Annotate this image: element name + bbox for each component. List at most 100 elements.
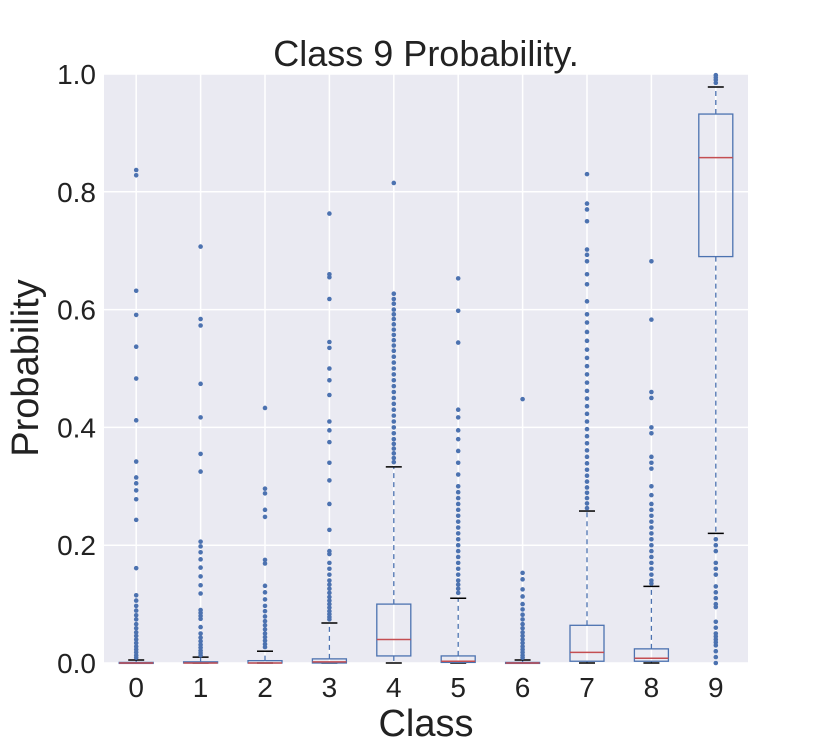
outlier-point bbox=[455, 436, 461, 442]
outlier-point bbox=[584, 329, 590, 335]
outlier-point bbox=[713, 595, 719, 601]
outlier-point bbox=[198, 244, 203, 249]
outlier-point bbox=[455, 495, 461, 501]
outlier-point bbox=[455, 525, 461, 530]
outlier-point bbox=[391, 360, 397, 365]
tick-labels: 0.0 0.2 0.4 0.6 0.8 1.0 0 1 2 3 4 5 6 7 8 9 bbox=[57, 59, 724, 703]
outlier-point bbox=[327, 551, 332, 557]
outlier-point bbox=[584, 454, 590, 460]
outlier-point bbox=[455, 428, 461, 433]
outlier-point bbox=[584, 207, 590, 212]
outlier-point bbox=[133, 633, 139, 639]
outlier-point bbox=[584, 411, 590, 417]
outlier-point bbox=[133, 418, 139, 423]
x-tick-label: 6 bbox=[515, 672, 531, 703]
outlier-point bbox=[198, 574, 203, 579]
outlier-point bbox=[133, 603, 139, 609]
outlier-point bbox=[391, 436, 397, 442]
outlier-point bbox=[391, 451, 397, 456]
outlier-point bbox=[133, 592, 139, 598]
box-class-7 bbox=[569, 171, 605, 664]
outlier-point bbox=[520, 617, 525, 622]
outlier-point bbox=[584, 403, 590, 409]
outlier-point bbox=[649, 566, 654, 572]
box-iqr bbox=[376, 603, 412, 657]
outlier-point bbox=[584, 388, 590, 394]
outlier-point bbox=[649, 460, 654, 466]
outlier-point bbox=[133, 344, 139, 350]
outlier-point bbox=[327, 598, 332, 603]
outlier-point bbox=[391, 348, 397, 354]
outlier-point bbox=[391, 180, 397, 186]
outlier-point bbox=[391, 413, 397, 418]
outlier-point bbox=[198, 635, 203, 640]
outlier-point bbox=[391, 441, 397, 447]
outlier-point bbox=[198, 316, 203, 322]
outlier-point bbox=[133, 517, 139, 523]
outlier-point bbox=[327, 460, 332, 466]
outlier-point bbox=[520, 601, 525, 607]
outlier-point bbox=[713, 537, 719, 542]
box-class-1 bbox=[182, 244, 219, 664]
outlier-point bbox=[584, 312, 590, 317]
box-class-4 bbox=[376, 180, 412, 664]
outlier-point bbox=[584, 320, 590, 325]
outlier-point bbox=[455, 590, 461, 596]
box-iqr bbox=[698, 113, 734, 258]
outlier-point bbox=[391, 322, 397, 327]
outlier-point bbox=[327, 211, 332, 216]
outlier-point bbox=[649, 513, 654, 519]
box-class-2 bbox=[247, 405, 283, 664]
y-tick-label: 0.6 bbox=[57, 295, 96, 326]
outlier-point bbox=[198, 544, 203, 549]
outlier-point bbox=[198, 469, 203, 474]
outlier-point bbox=[133, 630, 139, 635]
outlier-point bbox=[262, 583, 268, 589]
outlier-point bbox=[584, 426, 590, 432]
outlier-point bbox=[198, 549, 203, 555]
outlier-point bbox=[262, 514, 268, 520]
outlier-point bbox=[391, 455, 397, 461]
outlier-point bbox=[327, 586, 332, 592]
outlier-point bbox=[713, 625, 719, 630]
box-class-5 bbox=[440, 276, 476, 664]
outlier-point bbox=[133, 167, 139, 173]
outlier-point bbox=[262, 618, 268, 624]
outlier-point bbox=[455, 542, 461, 548]
outlier-point bbox=[455, 513, 461, 519]
outlier-point bbox=[520, 612, 525, 618]
outlier-point bbox=[455, 566, 461, 572]
outlier-point bbox=[520, 630, 525, 635]
outlier-point bbox=[649, 425, 654, 430]
outlier-point bbox=[649, 519, 654, 524]
outlier-point bbox=[520, 577, 525, 582]
outlier-point bbox=[327, 566, 332, 572]
outlier-point bbox=[649, 259, 654, 264]
outlier-point bbox=[649, 537, 654, 542]
outlier-point bbox=[327, 590, 332, 596]
outlier-point bbox=[649, 542, 654, 548]
outlier-point bbox=[133, 288, 139, 294]
outlier-point bbox=[262, 631, 268, 636]
outlier-point bbox=[262, 590, 268, 595]
outlier-point bbox=[520, 625, 525, 631]
y-tick-label: 1.0 bbox=[57, 59, 96, 90]
outlier-point bbox=[327, 572, 332, 577]
outlier-point bbox=[584, 441, 590, 446]
outlier-point bbox=[584, 448, 590, 453]
outlier-point bbox=[584, 479, 590, 484]
outlier-point bbox=[198, 582, 203, 588]
y-tick-label: 0.8 bbox=[57, 177, 96, 208]
outlier-point bbox=[391, 296, 397, 302]
outlier-point bbox=[133, 637, 139, 642]
outlier-point bbox=[455, 578, 461, 583]
outlier-point bbox=[584, 252, 590, 258]
x-axis-label: Class bbox=[378, 703, 473, 738]
outlier-point bbox=[198, 653, 203, 658]
outlier-point bbox=[327, 345, 332, 351]
outlier-point bbox=[262, 491, 268, 496]
outlier-point bbox=[327, 601, 332, 607]
box-class-6 bbox=[504, 396, 541, 665]
outlier-point bbox=[584, 490, 590, 496]
outlier-point bbox=[327, 560, 332, 566]
